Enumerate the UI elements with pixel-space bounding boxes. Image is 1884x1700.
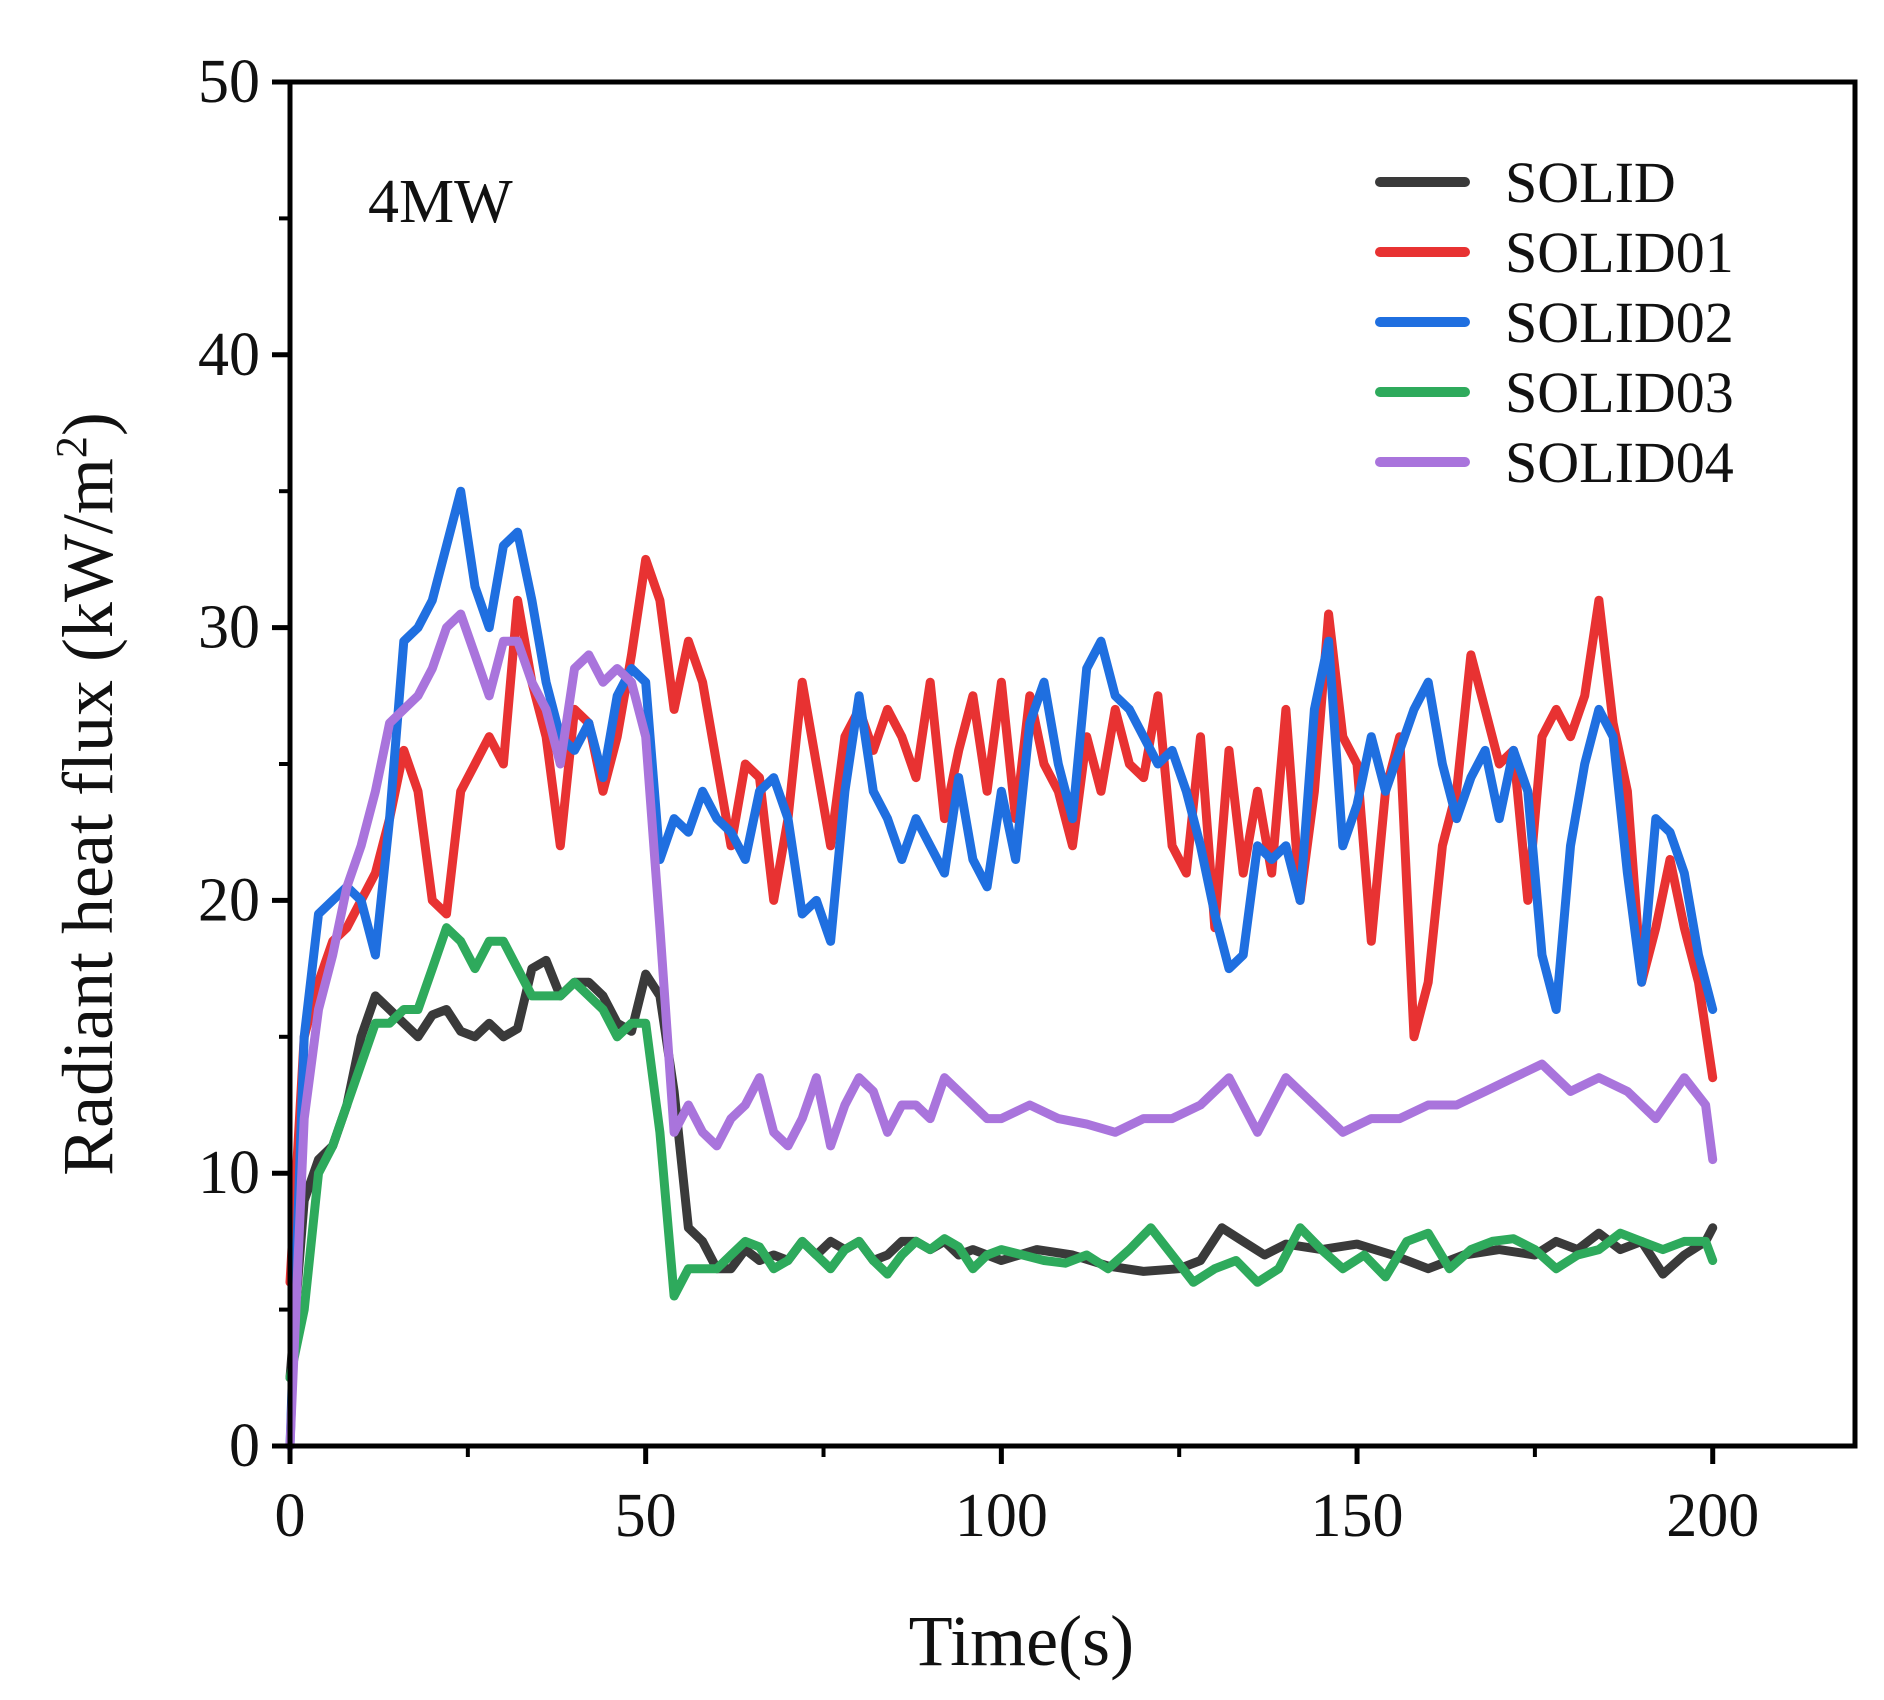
y-axis-title-superscript: 2 bbox=[47, 436, 96, 458]
y-tick-label: 40 bbox=[198, 321, 260, 389]
y-tick-label: 50 bbox=[198, 48, 260, 116]
legend-label-solid03: SOLID03 bbox=[1505, 360, 1734, 425]
legend-label-solid01: SOLID01 bbox=[1505, 220, 1734, 285]
y-tick-label: 0 bbox=[229, 1412, 260, 1480]
series-line-solid04 bbox=[285, 609, 1718, 1451]
y-tick-label: 10 bbox=[198, 1139, 260, 1207]
x-tick-label: 0 bbox=[275, 1482, 306, 1550]
legend-label-solid04: SOLID04 bbox=[1505, 430, 1734, 495]
y-axis-title-main: Radiant heat flux (kW/m bbox=[48, 458, 128, 1176]
series-line-solid03 bbox=[285, 923, 1718, 1383]
legend-label-solid: SOLID bbox=[1505, 150, 1676, 215]
y-tick-label: 20 bbox=[198, 866, 260, 934]
x-axis-title: Time(s) bbox=[909, 1601, 1134, 1681]
legend-label-solid02: SOLID02 bbox=[1505, 290, 1734, 355]
x-tick-label: 150 bbox=[1311, 1482, 1404, 1550]
series-line-solid bbox=[285, 955, 1718, 1383]
y-axis-title: Radiant heat flux (kW/m2) bbox=[47, 412, 128, 1176]
annotation-4mw: 4MW bbox=[368, 168, 513, 236]
y-tick-label: 30 bbox=[198, 594, 260, 662]
series-layer bbox=[285, 486, 1718, 1451]
series-line-solid01 bbox=[285, 554, 1718, 1287]
x-tick-label: 100 bbox=[955, 1482, 1048, 1550]
series-line-solid02 bbox=[285, 486, 1718, 1451]
y-axis-title-close: ) bbox=[48, 412, 128, 436]
x-tick-label: 200 bbox=[1666, 1482, 1759, 1550]
tick-layer: 0 10 20 30 40 50 0 50 100 150 200 bbox=[198, 48, 1759, 1550]
x-tick-label: 50 bbox=[615, 1482, 677, 1550]
